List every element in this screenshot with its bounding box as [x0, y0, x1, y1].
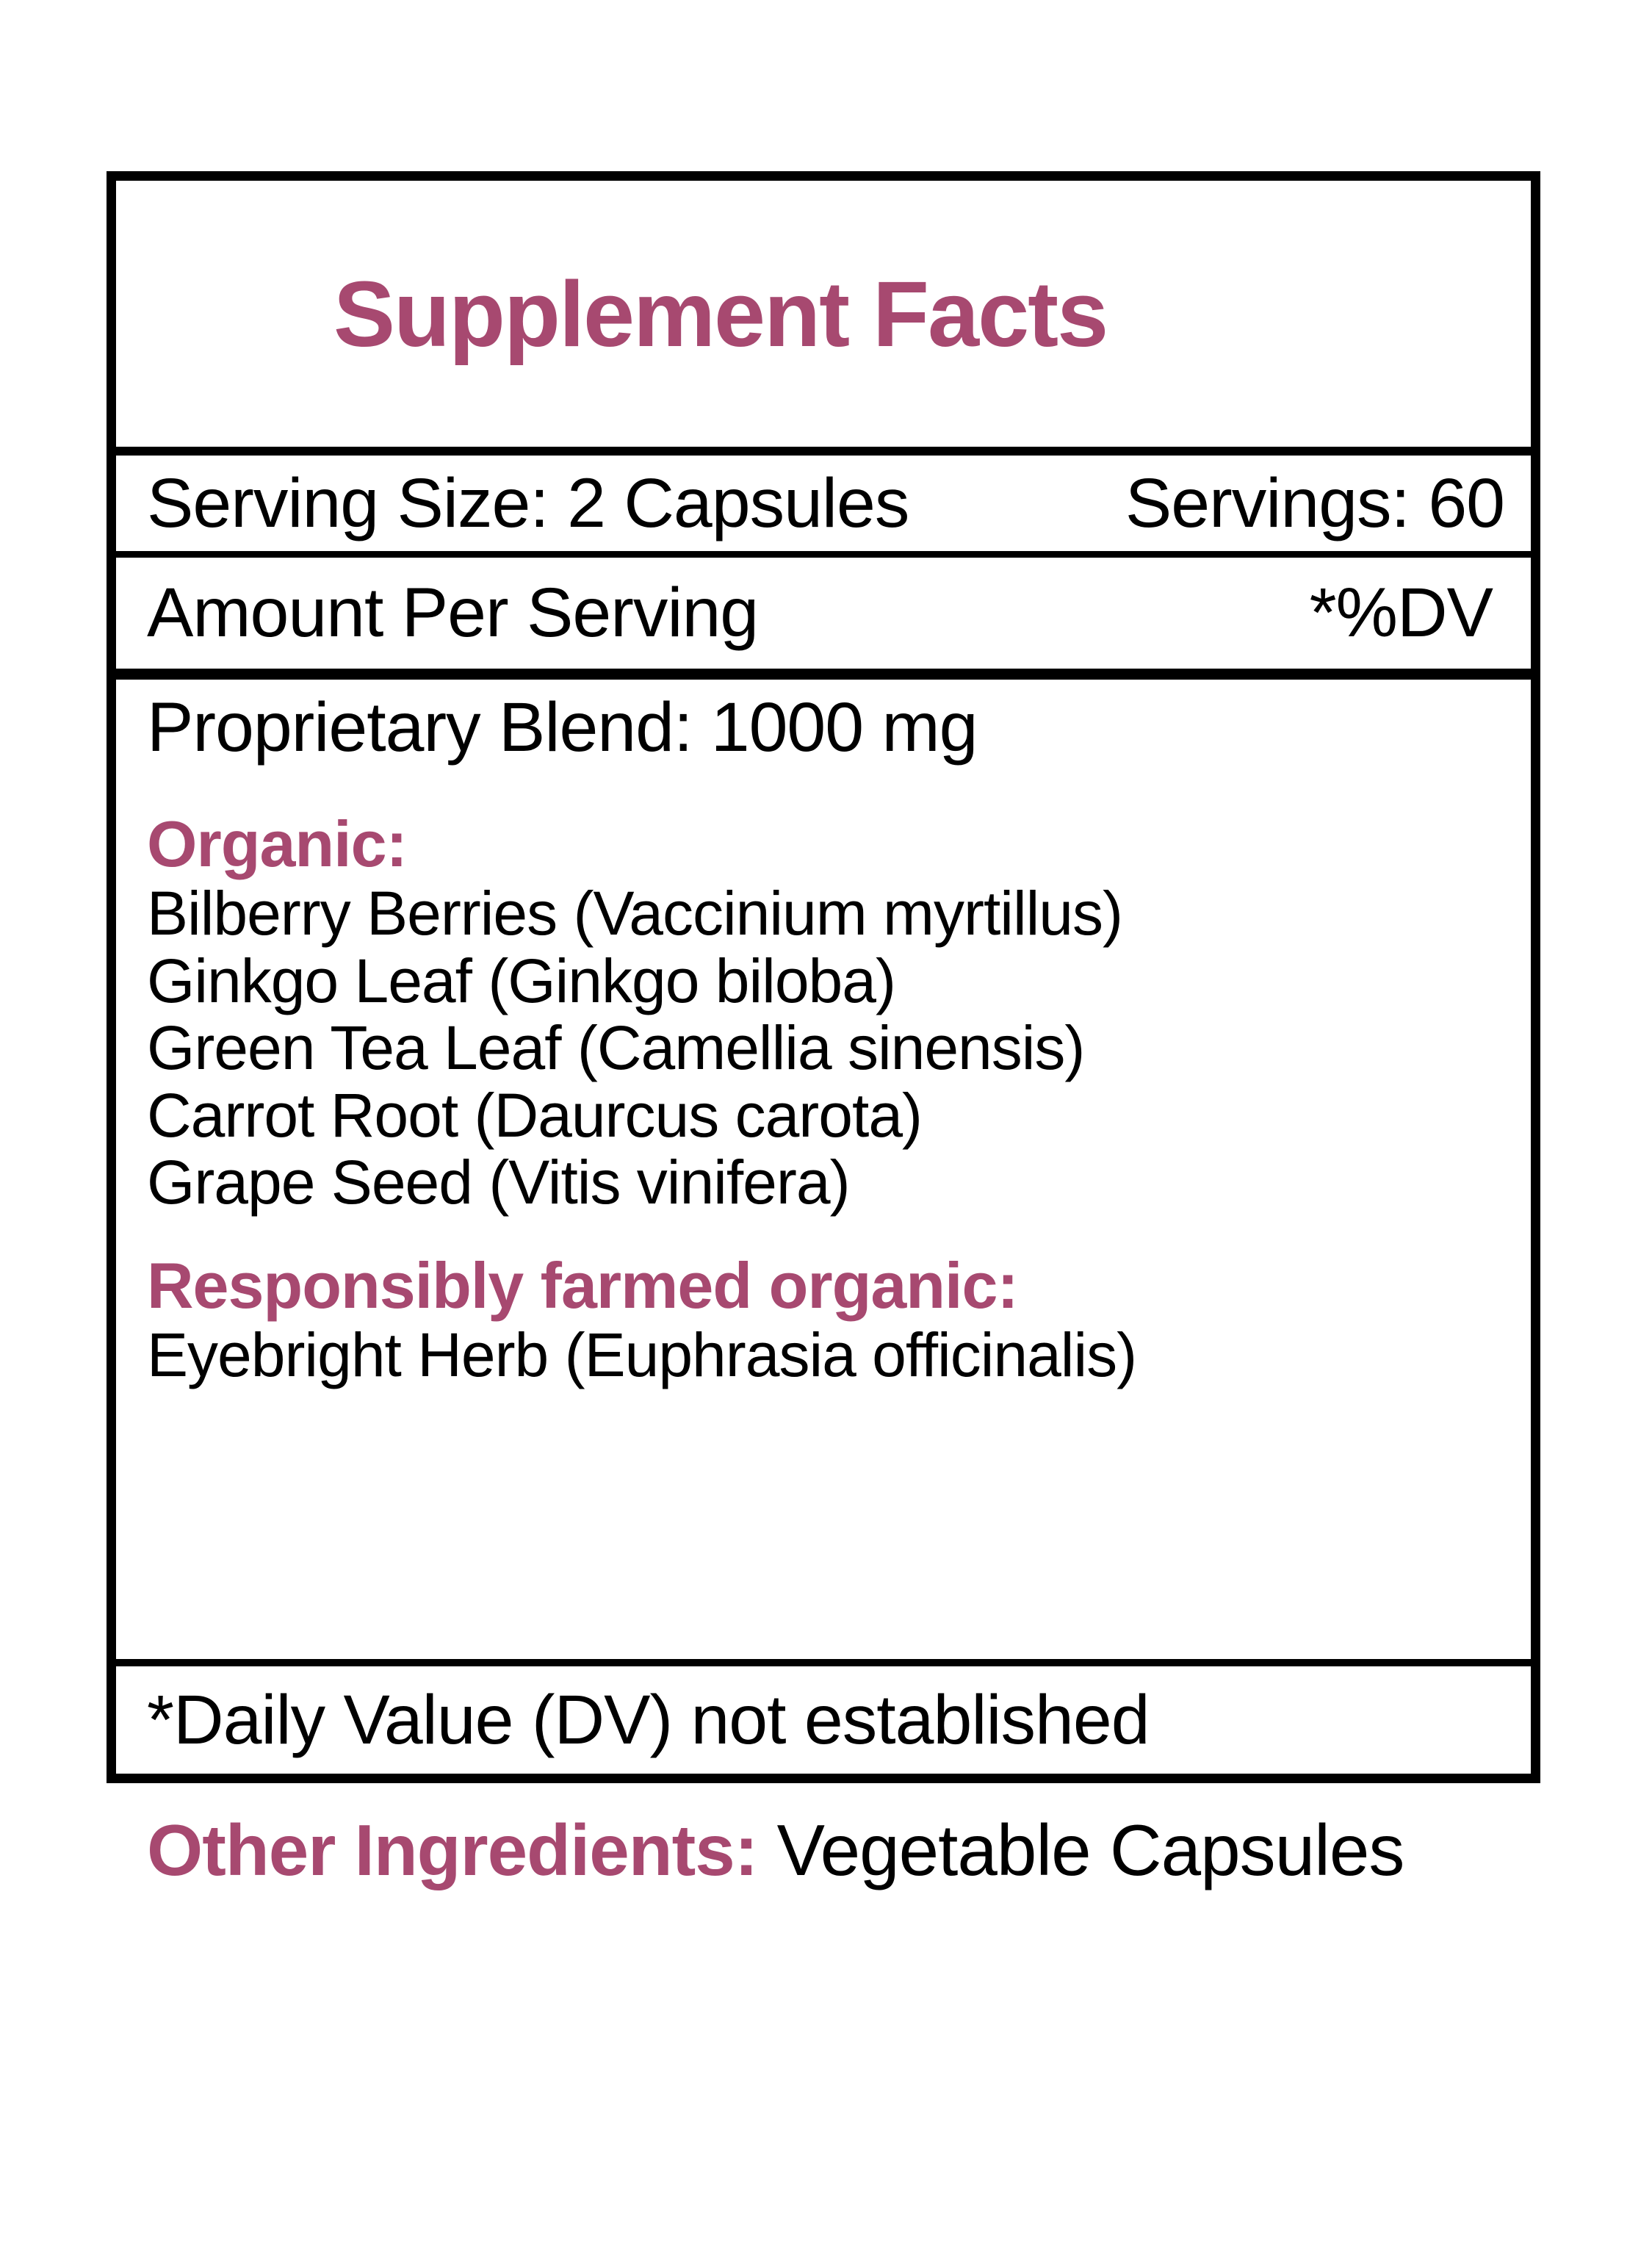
daily-value-footnote-text: *Daily Value (DV) not established: [147, 1680, 1150, 1759]
ingredient-item: Eyebright Herb (Euphrasia officinalis): [147, 1320, 1137, 1389]
responsibly-farmed-heading: Responsibly farmed organic:: [147, 1248, 1019, 1322]
other-ingredients-label: Other Ingredients:: [147, 1810, 758, 1890]
page-title: Supplement Facts: [333, 262, 1108, 366]
title-section: Supplement Facts: [116, 181, 1531, 447]
ingredient-item: Carrot Root (Daurcus carota): [147, 1080, 923, 1150]
daily-value-footnote-row: *Daily Value (DV) not established: [116, 1666, 1531, 1774]
servings-count-text: Servings: 60: [1125, 464, 1505, 542]
ingredient-item: Green Tea Leaf (Camellia sinensis): [147, 1013, 1085, 1083]
supplement-facts-panel: Supplement Facts Serving Size: 2 Capsule…: [107, 171, 1540, 1783]
divider-amount-bottom: [116, 669, 1531, 680]
percent-dv-text: *%DV: [1309, 574, 1493, 652]
organic-heading: Organic:: [147, 807, 408, 881]
amount-per-serving-text: Amount Per Serving: [147, 574, 759, 652]
ingredient-item: Bilberry Berries (Vaccinium myrtillus): [147, 879, 1123, 949]
divider-footnote-top: [116, 1659, 1531, 1666]
serving-size-text: Serving Size: 2 Capsules: [147, 464, 909, 542]
proprietary-blend-text: Proprietary Blend: 1000 mg: [147, 688, 978, 766]
ingredients-section: Proprietary Blend: 1000 mg Organic: Bilb…: [116, 680, 1531, 1659]
divider-title-bottom: [116, 447, 1531, 456]
ingredient-item: Ginkgo Leaf (Ginkgo biloba): [147, 946, 896, 1015]
other-ingredients-value: Vegetable Capsules: [757, 1810, 1405, 1890]
serving-row: Serving Size: 2 Capsules Servings: 60: [116, 456, 1531, 551]
other-ingredients-line: Other Ingredients: Vegetable Capsules: [147, 1809, 1404, 1892]
amount-per-serving-row: Amount Per Serving *%DV: [116, 558, 1531, 669]
ingredient-item: Grape Seed (Vitis vinifera): [147, 1148, 851, 1217]
divider-serving-bottom: [116, 551, 1531, 558]
